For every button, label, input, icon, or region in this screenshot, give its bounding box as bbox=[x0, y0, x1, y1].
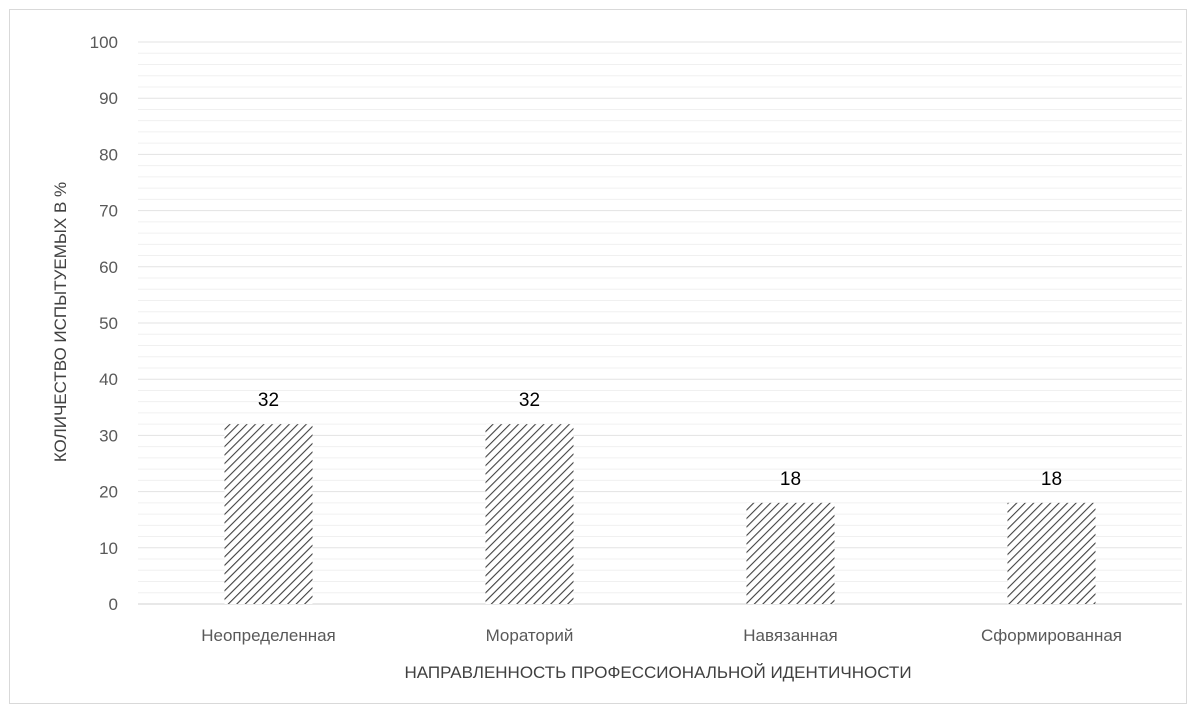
category-label: Навязанная bbox=[743, 626, 837, 645]
bar bbox=[1007, 502, 1096, 604]
y-tick-label: 40 bbox=[99, 370, 118, 389]
y-axis-tick-labels: 0 10 20 30 40 50 60 70 80 90 100 bbox=[90, 33, 118, 614]
data-labels: 32 32 18 18 bbox=[258, 390, 1062, 490]
y-tick-label: 80 bbox=[99, 145, 118, 164]
y-tick-label: 30 bbox=[99, 426, 118, 445]
y-tick-label: 100 bbox=[90, 33, 118, 52]
category-label: Неопределенная bbox=[201, 626, 336, 645]
y-tick-label: 70 bbox=[99, 202, 118, 221]
y-tick-label: 60 bbox=[99, 258, 118, 277]
bars bbox=[224, 424, 1096, 604]
category-label: Сформированная bbox=[981, 626, 1122, 645]
data-label: 18 bbox=[780, 469, 801, 490]
category-label: Мораторий bbox=[486, 626, 574, 645]
bar bbox=[224, 424, 313, 604]
bar bbox=[485, 424, 574, 604]
x-axis-title: НАПРАВЛЕННОСТЬ ПРОФЕССИОНАЛЬНОЙ ИДЕНТИЧН… bbox=[404, 663, 911, 682]
bar bbox=[746, 502, 835, 604]
y-tick-label: 90 bbox=[99, 89, 118, 108]
y-tick-label: 20 bbox=[99, 483, 118, 502]
y-tick-label: 50 bbox=[99, 314, 118, 333]
data-label: 32 bbox=[258, 390, 279, 411]
x-axis-category-labels: Неопределенная Мораторий Навязанная Сформир… bbox=[201, 626, 1122, 645]
data-label: 18 bbox=[1041, 469, 1062, 490]
y-axis-title: КОЛИЧЕСТВО ИСПЫТУЕМЫХ В % bbox=[51, 182, 70, 462]
y-tick-label: 0 bbox=[109, 595, 118, 614]
data-label: 32 bbox=[519, 390, 540, 411]
y-tick-label: 10 bbox=[99, 539, 118, 558]
